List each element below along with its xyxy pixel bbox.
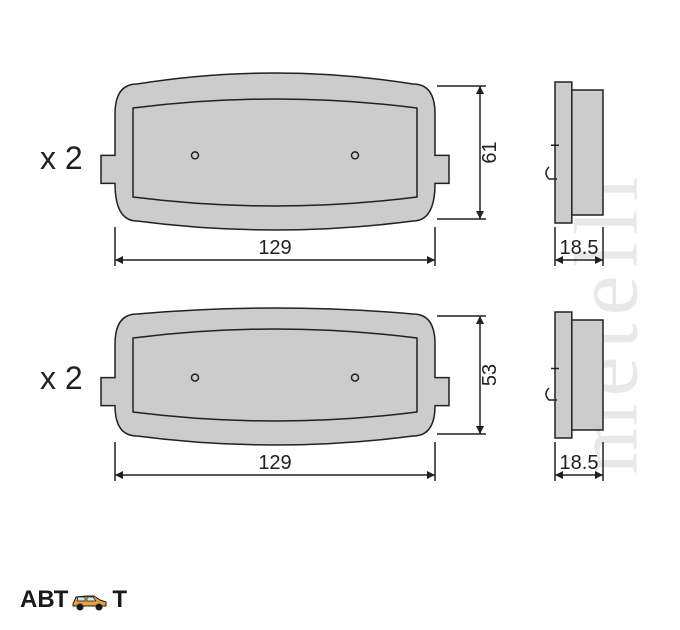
svg-text:53: 53 (479, 364, 501, 386)
logo-suffix: Т (112, 586, 127, 614)
svg-text:129: 129 (258, 237, 291, 259)
svg-text:18.5: 18.5 (560, 452, 599, 474)
site-logo: АВТ Т (20, 586, 127, 614)
quantity-label-lower: x 2 (40, 360, 83, 397)
quantity-label-upper: x 2 (40, 140, 83, 177)
car-icon (70, 590, 110, 610)
svg-text:61: 61 (479, 141, 501, 163)
svg-text:18.5: 18.5 (560, 237, 599, 259)
brake-pad-diagram: 129 61 18.5 129 53 18.5 (0, 0, 680, 630)
svg-text:129: 129 (258, 452, 291, 474)
logo-prefix: АВТ (20, 586, 68, 614)
